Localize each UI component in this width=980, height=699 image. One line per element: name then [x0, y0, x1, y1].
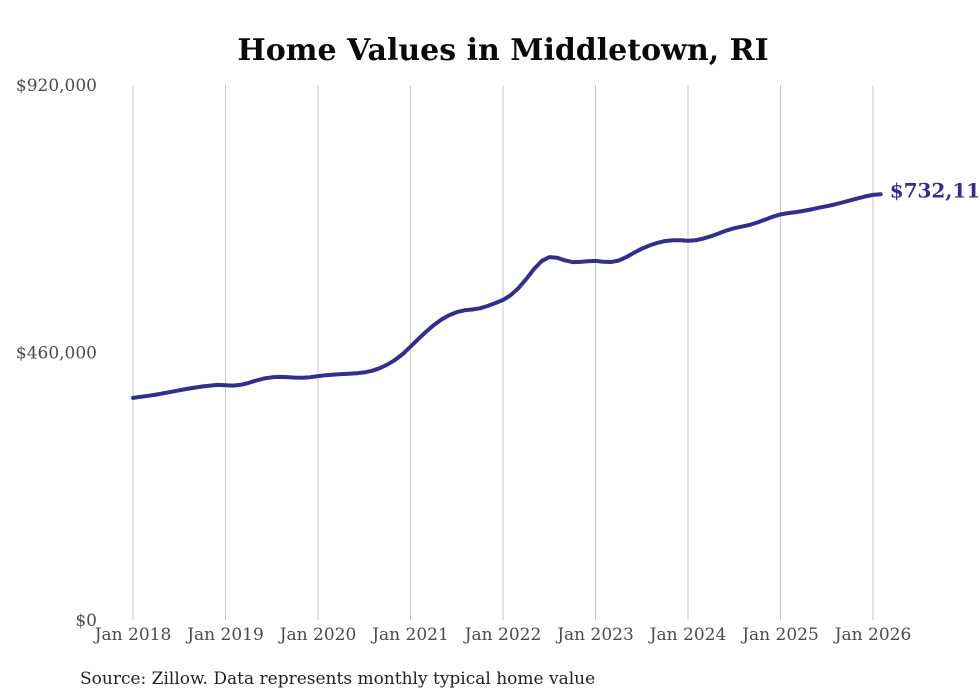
y-tick-label: $0: [75, 611, 97, 631]
x-tick-label: Jan 2026: [833, 625, 912, 645]
chart-title: Home Values in Middletown, RI: [237, 33, 768, 68]
x-axis-tick-labels: Jan 2018 Jan 2019 Jan 2020 Jan 2021 Jan 2022…: [93, 625, 912, 645]
x-tick-label: Jan 2023: [555, 625, 634, 645]
x-tick-label: Jan 2021: [370, 625, 449, 645]
x-tick-label: Jan 2020: [278, 625, 357, 645]
x-tick-label: Jan 2019: [185, 625, 264, 645]
y-tick-label: $920,000: [16, 76, 97, 96]
year-gridlines: [132, 85, 874, 620]
x-tick-label: Jan 2018: [93, 625, 172, 645]
x-tick-label: Jan 2025: [740, 625, 819, 645]
y-axis-tick-labels: $0 $460,000 $920,000: [16, 76, 97, 631]
x-tick-label: Jan 2022: [463, 625, 542, 645]
home-value-series-line: [131, 192, 883, 400]
latest-value-label: $732,119: [890, 178, 980, 202]
source-note: Source: Zillow. Data represents monthly …: [80, 669, 595, 689]
y-tick-label: $460,000: [16, 344, 97, 364]
x-tick-label: Jan 2024: [648, 625, 727, 645]
